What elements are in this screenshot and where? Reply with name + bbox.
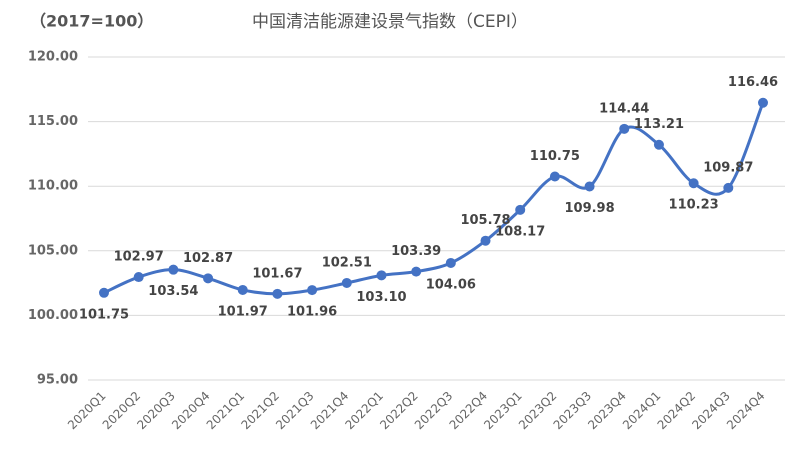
data-label: 108.17 — [495, 224, 545, 239]
data-label: 101.67 — [252, 266, 302, 281]
y-tick-label: 95.00 — [37, 373, 78, 388]
data-label: 102.51 — [322, 255, 372, 270]
y-tick-label: 115.00 — [28, 114, 78, 129]
y-tick-label: 100.00 — [28, 308, 78, 323]
data-point — [653, 139, 664, 150]
data-point — [445, 257, 456, 268]
data-point — [549, 171, 560, 182]
chart-subtitle: （2017=100） — [30, 12, 153, 31]
data-label: 113.21 — [634, 117, 684, 132]
chart-title: 中国清洁能源建设景气指数（CEPI） — [252, 12, 528, 32]
data-label: 102.97 — [114, 250, 164, 265]
x-tick-label: 2024Q4 — [724, 389, 768, 433]
data-point — [723, 182, 734, 193]
data-point — [272, 288, 283, 299]
data-point — [688, 178, 699, 189]
data-point — [376, 270, 387, 281]
data-point — [307, 285, 318, 296]
data-point — [619, 123, 630, 134]
data-point — [133, 272, 144, 283]
data-point — [341, 277, 352, 288]
data-label: 103.10 — [356, 290, 406, 305]
data-point — [237, 284, 248, 295]
data-label: 109.98 — [564, 201, 614, 216]
data-point — [99, 287, 109, 298]
y-tick-label: 120.00 — [28, 50, 78, 65]
data-label: 110.75 — [530, 149, 580, 164]
data-label: 101.96 — [287, 305, 337, 320]
data-point — [515, 204, 526, 215]
data-label: 104.06 — [426, 277, 476, 292]
data-label: 105.78 — [460, 213, 510, 228]
data-point — [480, 235, 491, 246]
data-label: 103.54 — [148, 284, 198, 299]
data-label: 102.87 — [183, 251, 233, 266]
data-point — [584, 181, 595, 192]
data-label: 110.23 — [669, 198, 719, 213]
data-point — [203, 273, 214, 284]
data-label: 101.75 — [79, 307, 129, 322]
data-label: 116.46 — [728, 75, 778, 90]
data-label: 103.39 — [391, 244, 441, 259]
data-label: 109.87 — [703, 160, 753, 175]
y-tick-label: 105.00 — [28, 243, 78, 258]
data-point — [168, 264, 179, 275]
data-point — [758, 97, 768, 108]
data-point — [411, 266, 422, 277]
data-label: 114.44 — [599, 101, 649, 116]
data-label: 101.97 — [218, 304, 268, 319]
y-tick-label: 110.00 — [28, 179, 78, 194]
